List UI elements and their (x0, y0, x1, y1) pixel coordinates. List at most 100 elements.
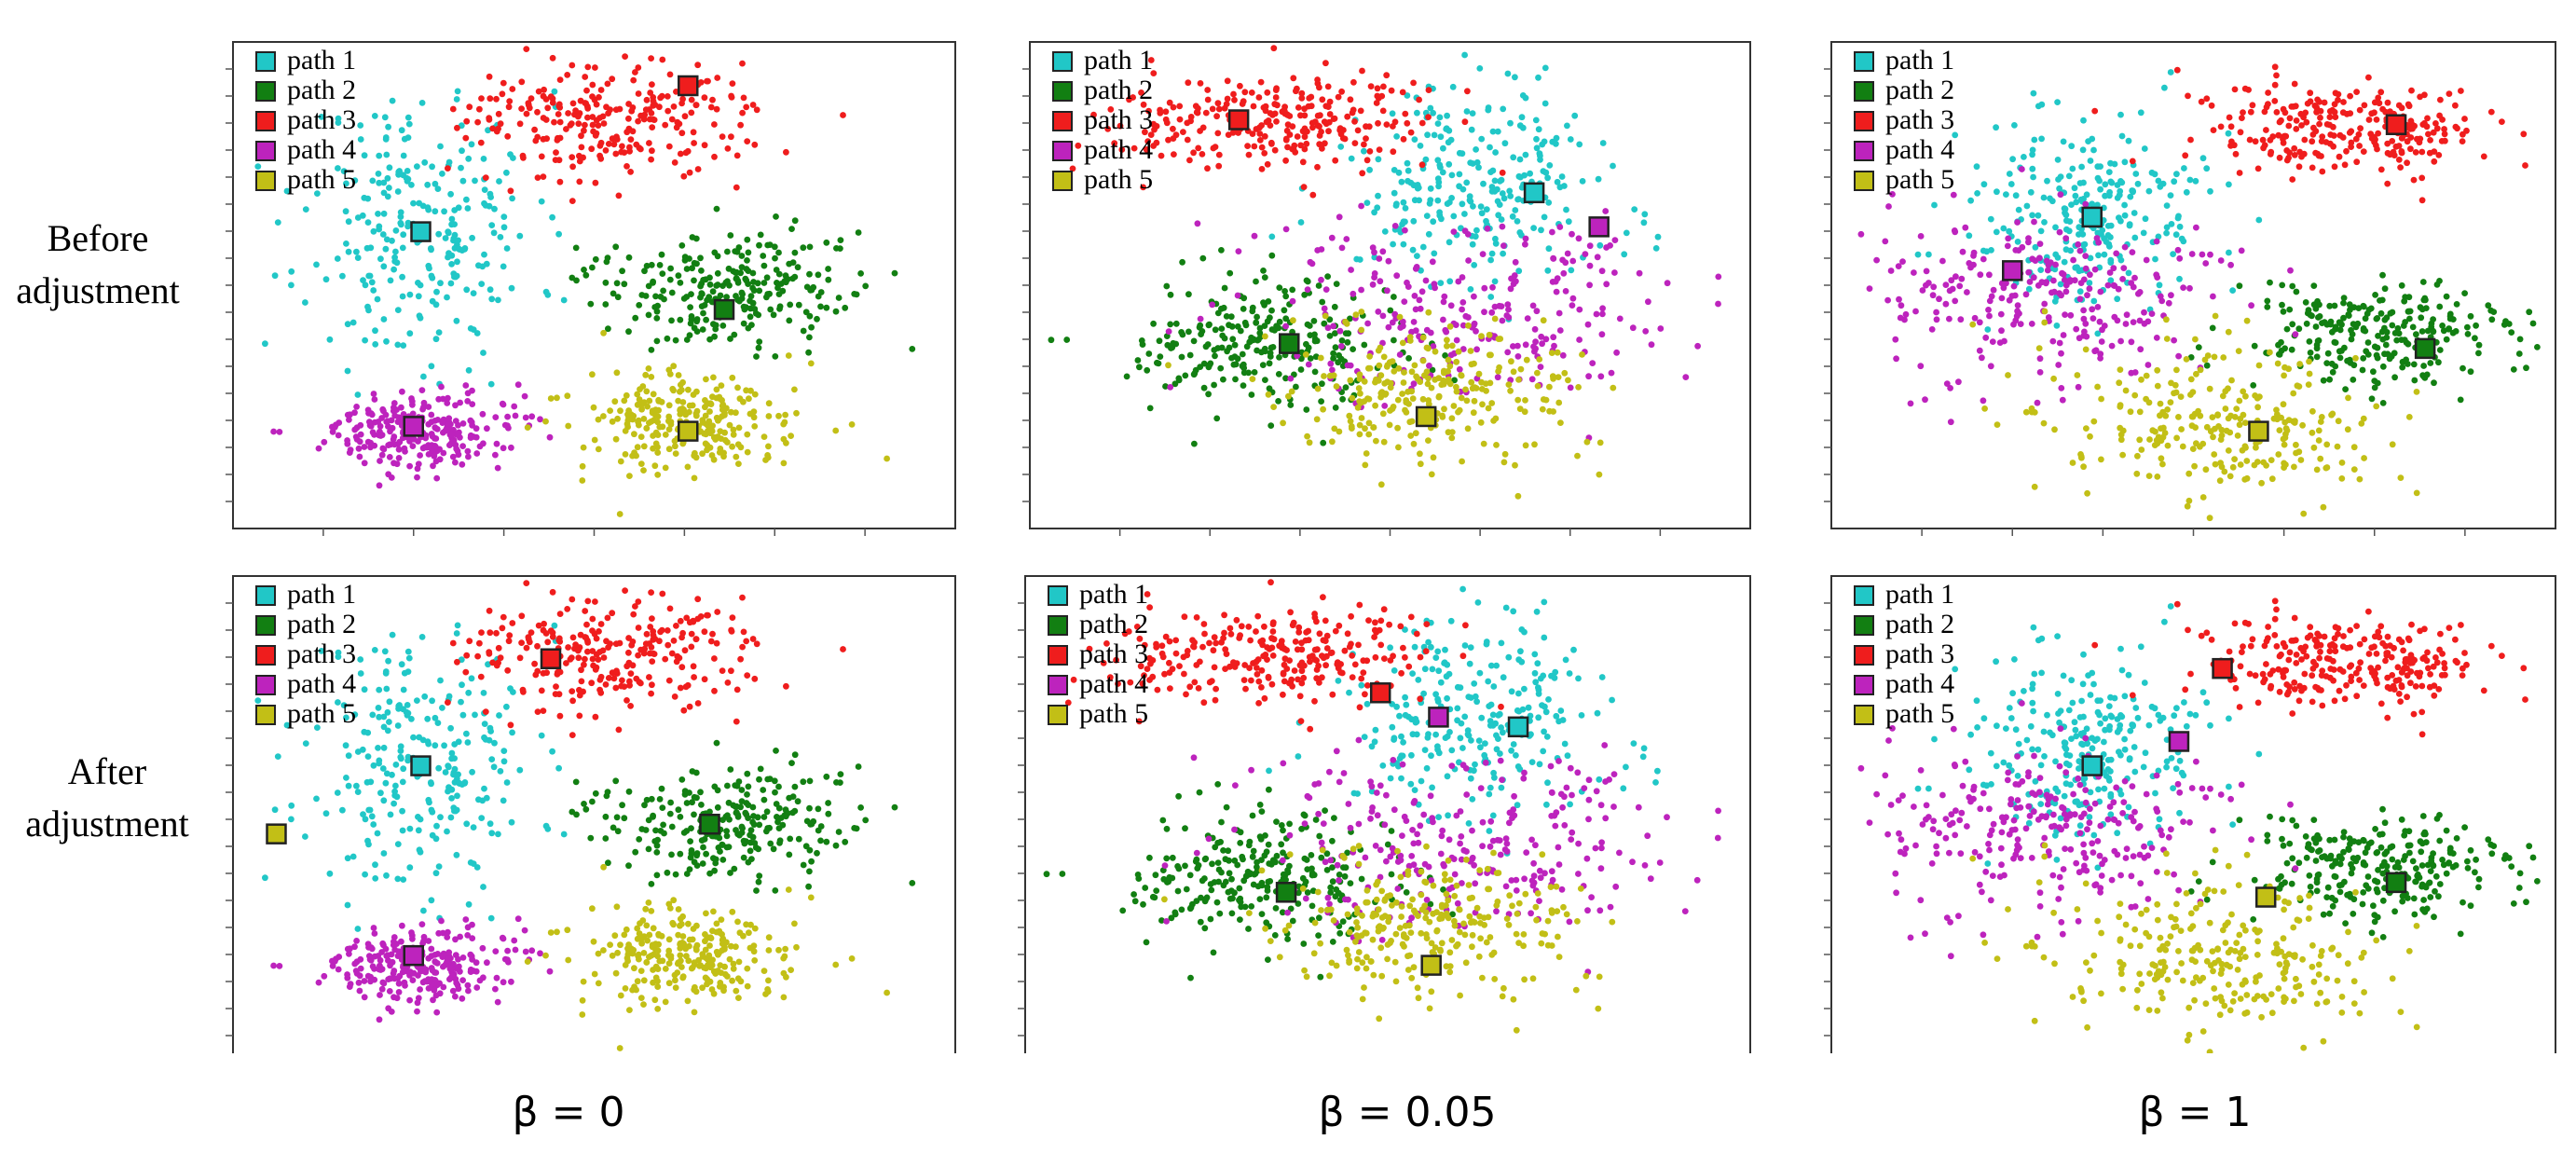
data-point (2215, 423, 2222, 430)
data-point (1984, 326, 1992, 333)
data-point (744, 770, 751, 777)
data-point (1395, 364, 1403, 372)
data-point (357, 122, 364, 129)
data-point (728, 408, 734, 416)
data-point (2101, 235, 2108, 242)
data-point (632, 848, 639, 856)
data-point (1371, 270, 1378, 277)
data-point (547, 395, 555, 402)
data-point (1986, 271, 1993, 279)
data-point (750, 408, 758, 415)
data-point (2276, 427, 2283, 433)
data-point (427, 779, 434, 786)
data-point (1268, 252, 1276, 259)
data-point (724, 248, 731, 255)
data-point (745, 249, 752, 256)
data-point (807, 820, 814, 828)
data-point (1475, 164, 1482, 172)
data-point (2094, 229, 2102, 237)
data-point (406, 291, 414, 298)
data-point (677, 150, 684, 158)
data-point (1550, 375, 1556, 382)
data-point (465, 987, 472, 995)
data-point (424, 715, 432, 722)
data-point (270, 428, 277, 435)
data-point (1882, 238, 1889, 245)
data-point (646, 140, 652, 146)
data-point (625, 101, 632, 107)
data-point (509, 620, 516, 626)
data-point (681, 790, 689, 798)
data-point (626, 147, 633, 155)
data-point (2152, 255, 2158, 263)
data-point (625, 862, 632, 870)
data-point (544, 826, 552, 832)
data-point (678, 634, 685, 641)
data-point (840, 646, 846, 652)
data-point (523, 46, 530, 52)
data-point (649, 81, 655, 88)
data-point (744, 257, 750, 264)
data-point (710, 374, 717, 381)
data-point (398, 938, 404, 945)
data-point (1922, 396, 1928, 404)
data-point (1464, 88, 1471, 95)
data-point (549, 54, 556, 62)
data-point (1302, 351, 1309, 358)
data-point (2288, 346, 2295, 353)
data-point (800, 327, 807, 335)
data-point (728, 628, 735, 635)
data-point (1514, 353, 1522, 360)
data-point (1947, 419, 1954, 426)
data-point (2062, 281, 2070, 289)
data-point (283, 187, 291, 195)
data-point (685, 386, 692, 393)
data-point (2265, 89, 2272, 96)
data-point (439, 395, 446, 403)
data-point (382, 668, 390, 675)
data-point (1234, 323, 1241, 330)
data-point (832, 308, 840, 315)
data-point (2389, 309, 2396, 316)
data-point (1923, 268, 1930, 275)
data-point (540, 115, 547, 121)
data-point (1281, 107, 1288, 115)
data-point (2132, 171, 2140, 177)
data-point (1404, 279, 1410, 286)
data-point (733, 686, 741, 693)
data-point (2090, 146, 2097, 154)
data-point (1383, 121, 1391, 129)
data-point (2137, 346, 2144, 353)
data-point (1564, 250, 1571, 257)
data-point (1404, 159, 1411, 167)
data-point (2129, 249, 2136, 255)
data-point (1491, 315, 1499, 323)
data-point (740, 398, 747, 405)
data-point (733, 827, 739, 833)
data-point (617, 458, 624, 465)
data-point (2309, 138, 2316, 145)
data-point (403, 708, 410, 716)
data-point (1186, 351, 1194, 359)
data-point (745, 324, 752, 332)
data-point (706, 444, 714, 451)
data-point (745, 802, 752, 808)
data-point (2256, 393, 2263, 400)
data-point (1282, 323, 1289, 330)
data-point (569, 697, 576, 705)
data-point (356, 453, 363, 460)
data-point (2268, 457, 2275, 463)
data-point (1190, 149, 1197, 157)
data-point (672, 336, 679, 344)
data-point (478, 95, 485, 102)
data-point (418, 634, 426, 640)
data-point (692, 636, 700, 642)
data-point (2338, 475, 2346, 482)
data-point (682, 149, 690, 157)
data-point (522, 414, 529, 421)
data-point (627, 169, 634, 175)
data-point (1282, 135, 1290, 143)
data-point (1500, 242, 1507, 249)
data-point (482, 174, 489, 182)
